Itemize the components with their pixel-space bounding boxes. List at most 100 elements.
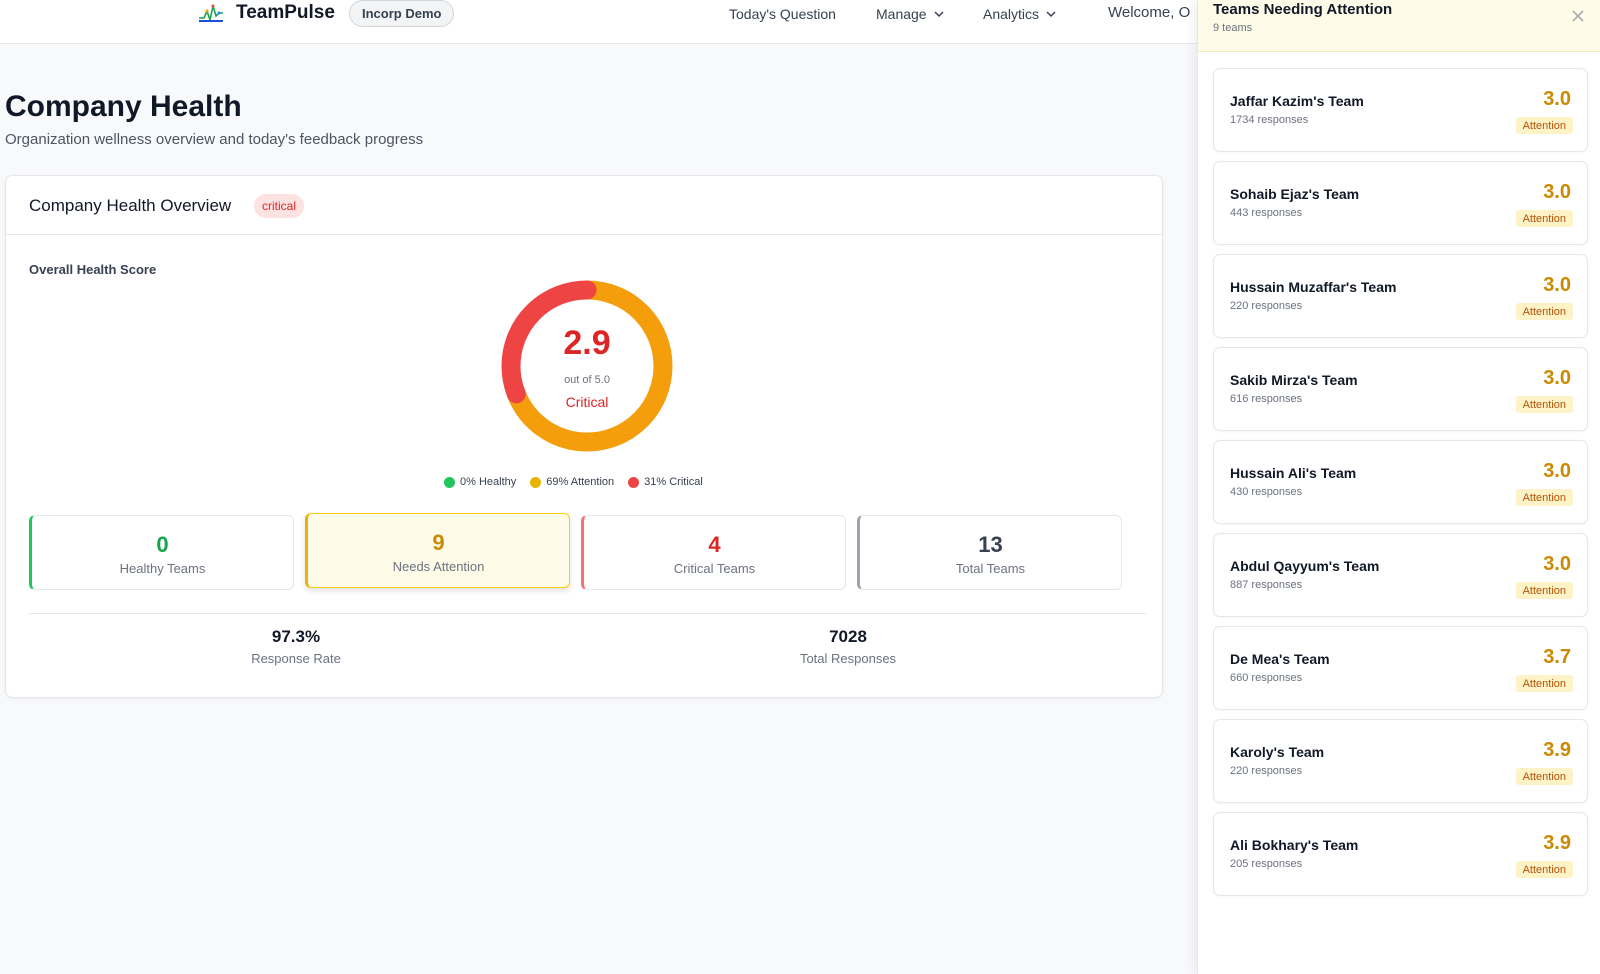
legend-attention-label: 69% Attention: [546, 476, 615, 488]
health-donut-chart: [501, 280, 673, 452]
team-name: Sakib Mirza's Team: [1230, 372, 1358, 388]
divider: [29, 613, 1146, 614]
team-score: 3.0: [1543, 367, 1571, 389]
team-status-badge: Attention: [1515, 396, 1573, 413]
response-rate-value: 97.3%: [271, 627, 321, 646]
team-card[interactable]: De Mea's Team 660 responses 3.7 Attention: [1213, 626, 1588, 710]
company-health-card: Company Health Overview critical Overall…: [5, 175, 1163, 698]
team-score: 3.0: [1543, 181, 1571, 203]
stat-critical-teams[interactable]: 4 Critical Teams: [581, 515, 846, 590]
nav-manage[interactable]: Manage: [876, 6, 945, 22]
drawer-team-count: 9 teams: [1213, 22, 1253, 34]
team-status-badge: Attention: [1515, 768, 1573, 785]
team-response-count: 1734 responses: [1230, 114, 1309, 126]
team-response-count: 220 responses: [1230, 300, 1303, 312]
legend-healthy-label: 0% Healthy: [460, 476, 517, 488]
team-status-badge: Attention: [1515, 861, 1573, 878]
team-status-badge: Attention: [1515, 117, 1573, 134]
total-responses-label: Total Responses: [799, 651, 897, 666]
team-response-count: 443 responses: [1230, 207, 1303, 219]
stat-critical-value: 4: [708, 532, 721, 557]
legend-attention: 69% Attention: [530, 476, 614, 488]
team-name: Hussain Muzaffar's Team: [1230, 279, 1397, 295]
team-name: Abdul Qayyum's Team: [1230, 558, 1380, 574]
team-card[interactable]: Sakib Mirza's Team 616 responses 3.0 Attent…: [1213, 347, 1588, 431]
stat-total-teams[interactable]: 13 Total Teams: [857, 515, 1122, 590]
stat-healthy-label: Healthy Teams: [119, 561, 206, 576]
team-score: 3.0: [1543, 88, 1571, 110]
nav-analytics[interactable]: Analytics: [983, 6, 1057, 22]
status-badge: critical: [254, 194, 305, 218]
metric-total-responses: 7028 Total Responses: [748, 627, 948, 666]
chevron-down-icon: [1046, 11, 1056, 18]
health-score-value: 2.9: [563, 324, 611, 362]
health-score-scale: out of 5.0: [564, 374, 610, 386]
team-score: 3.0: [1543, 460, 1571, 482]
team-response-count: 660 responses: [1230, 672, 1303, 684]
team-card[interactable]: Hussain Muzaffar's Team 220 responses 3.0 A…: [1213, 254, 1588, 338]
team-score: 3.0: [1543, 553, 1571, 575]
teams-attention-drawer: Teams Needing Attention 9 teams Jaffar K…: [1197, 0, 1600, 974]
page-subtitle: Organization wellness overview and today…: [5, 131, 424, 148]
nav-todays-question-label: Today's Question: [729, 6, 836, 22]
team-name: De Mea's Team: [1230, 651, 1330, 667]
team-card[interactable]: Sohaib Ejaz's Team 443 responses 3.0 Attent…: [1213, 161, 1588, 245]
team-name: Hussain Ali's Team: [1230, 465, 1357, 481]
team-status-badge: Attention: [1515, 303, 1573, 320]
team-card[interactable]: Abdul Qayyum's Team 887 responses 3.0 Atten…: [1213, 533, 1588, 617]
nav-manage-label: Manage: [876, 6, 927, 22]
nav-analytics-label: Analytics: [983, 6, 1040, 22]
stat-total-label: Total Teams: [955, 561, 1026, 576]
team-score: 3.9: [1543, 739, 1571, 761]
health-score-status: Critical: [565, 394, 609, 410]
team-response-count: 205 responses: [1230, 858, 1303, 870]
teampulse-logo-icon: [199, 4, 223, 24]
donut-segment-critical: [501, 280, 673, 452]
team-response-count: 220 responses: [1230, 765, 1303, 777]
stat-needs-attention[interactable]: 9 Needs Attention: [305, 513, 570, 588]
team-name: Jaffar Kazim's Team: [1230, 93, 1364, 109]
user-menu[interactable]: Welcome, O: [1108, 4, 1191, 21]
donut-legend: 0% Healthy 69% Attention 31% Critical: [444, 476, 703, 488]
team-response-count: 616 responses: [1230, 393, 1303, 405]
nav-todays-question[interactable]: Today's Question: [729, 6, 836, 22]
card-title: Company Health Overview: [29, 196, 232, 215]
chevron-down-icon: [934, 11, 944, 18]
team-name: Ali Bokhary's Team: [1230, 837, 1359, 853]
stat-attention-label: Needs Attention: [392, 559, 485, 574]
metric-response-rate: 97.3% Response Rate: [196, 627, 396, 666]
team-status-badge: Attention: [1515, 582, 1573, 599]
healthy-dot-icon: [444, 476, 455, 488]
critical-dot-icon: [628, 476, 640, 488]
total-responses-value: 7028: [829, 627, 867, 646]
team-response-count: 430 responses: [1230, 486, 1303, 498]
team-card[interactable]: Karoly's Team 220 responses 3.9 Attention: [1213, 719, 1588, 803]
response-rate-label: Response Rate: [251, 651, 341, 666]
team-score: 3.0: [1543, 274, 1571, 296]
attention-dot-icon: [530, 476, 542, 488]
legend-critical-label: 31% Critical: [644, 476, 703, 488]
team-status-badge: Attention: [1515, 489, 1573, 506]
team-score: 3.9: [1543, 832, 1571, 854]
legend-critical: 31% Critical: [628, 476, 703, 488]
brand[interactable]: TeamPulse: [198, 2, 335, 24]
app-name: TeamPulse: [236, 2, 335, 23]
org-switcher[interactable]: Incorp Demo: [349, 0, 455, 27]
team-score: 3.7: [1543, 646, 1571, 668]
team-card[interactable]: Hussain Ali's Team 430 responses 3.0 Attent…: [1213, 440, 1588, 524]
page-title: Company Health: [5, 90, 242, 123]
card-header: Company Health Overview critical: [6, 176, 1162, 235]
close-icon[interactable]: [1570, 8, 1586, 24]
stat-healthy-teams[interactable]: 0 Healthy Teams: [29, 515, 294, 590]
drawer-title: Teams Needing Attention: [1213, 1, 1393, 18]
stat-attention-value: 9: [432, 530, 445, 555]
team-name: Sohaib Ejaz's Team: [1230, 186, 1360, 202]
team-card[interactable]: Ali Bokhary's Team 205 responses 3.9 Attent…: [1213, 812, 1588, 896]
legend-healthy: 0% Healthy: [444, 476, 516, 488]
stat-total-value: 13: [978, 532, 1003, 557]
team-status-badge: Attention: [1515, 210, 1573, 227]
team-status-badge: Attention: [1515, 675, 1573, 692]
team-card[interactable]: Jaffar Kazim's Team 1734 responses 3.0 Atte…: [1213, 68, 1588, 152]
team-name: Karoly's Team: [1230, 744, 1325, 760]
team-response-count: 887 responses: [1230, 579, 1303, 591]
